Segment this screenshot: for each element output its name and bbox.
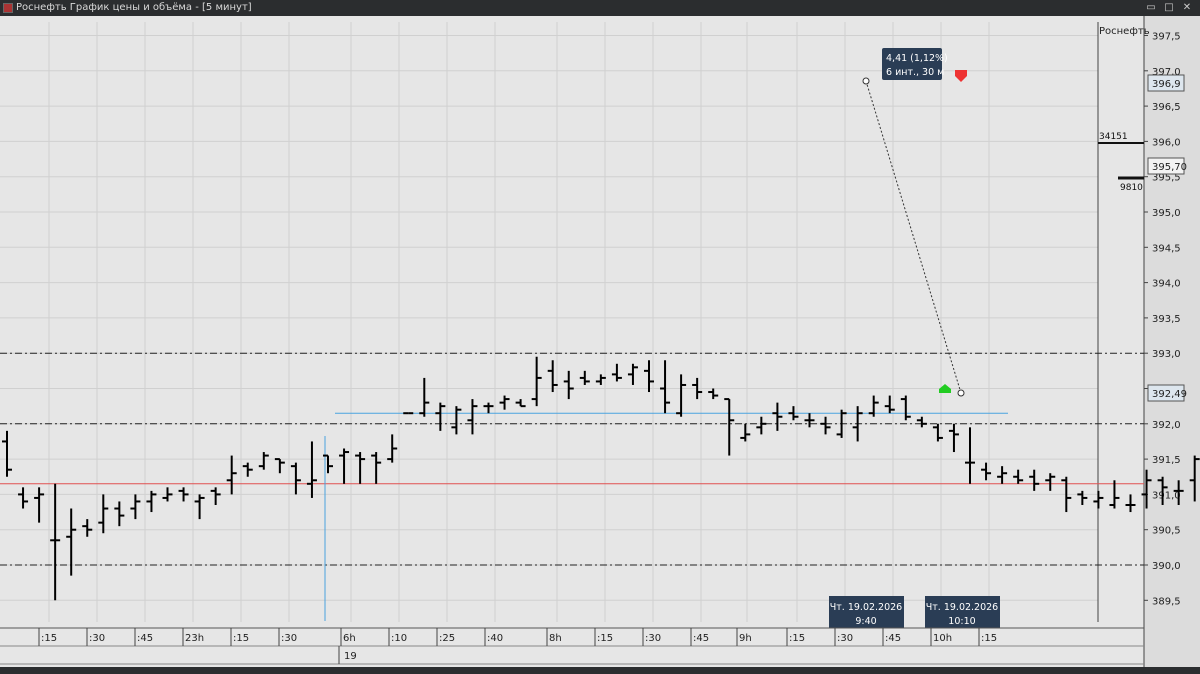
instrument-label: Роснефть — [1099, 26, 1150, 37]
y-tick-label: 395,0 — [1152, 208, 1181, 219]
window-title: Роснефть График цены и объёма - [5 минут… — [16, 2, 252, 13]
y-tick-label: 393,5 — [1152, 314, 1181, 325]
buy-marker[interactable] — [939, 384, 951, 393]
window-bottom-border — [0, 667, 1200, 674]
close-icon[interactable]: ✕ — [1182, 2, 1192, 13]
y-tick-label: 393,0 — [1152, 349, 1181, 360]
measure-change-label: 4,41 (1,12%) — [886, 53, 948, 64]
time-label-date: Чт. 19.02.2026 — [830, 602, 902, 613]
time-label-box — [829, 596, 904, 628]
time-label-time: 10:10 — [948, 616, 975, 627]
y-tick-label: 391,5 — [1152, 455, 1181, 466]
y-tick-label: 395,5 — [1152, 173, 1181, 184]
x-tick-label: :10 — [391, 633, 407, 644]
x-tick-label: 23h — [185, 633, 204, 644]
x-tick-label: :30 — [645, 633, 661, 644]
x-tick-label: :40 — [487, 633, 503, 644]
y-tick-label: 397,5 — [1152, 32, 1181, 43]
x-tick-label: :45 — [693, 633, 709, 644]
app-icon — [3, 3, 13, 13]
x-tick-label: 8h — [549, 633, 562, 644]
volume-label: 9810 — [1120, 183, 1143, 193]
y-tick-label: 394,5 — [1152, 243, 1181, 254]
measure-span-label: 6 инт., 30 м — [886, 67, 944, 78]
price-badge-label: 396,9 — [1152, 79, 1181, 90]
y-tick-label: 391,0 — [1152, 490, 1181, 501]
x-tick-label: :15 — [597, 633, 613, 644]
chart-background — [0, 16, 1200, 674]
sell-marker[interactable] — [955, 70, 967, 82]
y-tick-label: 396,0 — [1152, 137, 1181, 148]
y-tick-label: 390,5 — [1152, 526, 1181, 537]
measure-handle[interactable] — [862, 77, 870, 85]
volume-label: 34151 — [1099, 132, 1128, 142]
x-tick-label: 6h — [343, 633, 356, 644]
date-label: 19 — [344, 651, 357, 662]
price-badge-label: 395,70 — [1152, 162, 1187, 173]
right-scroll-pane[interactable] — [1144, 16, 1200, 674]
price-badge — [1147, 74, 1185, 92]
price-badge — [1147, 157, 1185, 175]
y-tick-label: 392,0 — [1152, 420, 1181, 431]
x-tick-label: 10h — [933, 633, 952, 644]
price-badge-label: 392,49 — [1152, 389, 1187, 400]
x-tick-label: :15 — [789, 633, 805, 644]
time-label-box — [925, 596, 1000, 628]
price-chart[interactable]: Роснефть 389,5 390,0 390,5 391,0 391,5 392,0 39… — [0, 16, 1200, 674]
y-tick-label: 389,5 — [1152, 596, 1181, 607]
x-tick-label: :30 — [89, 633, 105, 644]
x-tick-label: :15 — [981, 633, 997, 644]
y-tick-label: 390,0 — [1152, 561, 1181, 572]
y-tick-label: 394,0 — [1152, 279, 1181, 290]
x-tick-label: 9h — [739, 633, 752, 644]
price-badge — [1147, 384, 1185, 402]
x-tick-label: :25 — [439, 633, 455, 644]
x-tick-label: :15 — [41, 633, 57, 644]
window-titlebar[interactable]: Роснефть График цены и объёма - [5 минут… — [0, 0, 1200, 16]
x-tick-label: :15 — [233, 633, 249, 644]
measure-tooltip — [882, 48, 942, 80]
y-tick-label: 397,0 — [1152, 67, 1181, 78]
x-tick-label: :30 — [281, 633, 297, 644]
maximize-icon[interactable]: □ — [1164, 2, 1174, 13]
x-tick-label: :45 — [885, 633, 901, 644]
y-tick-label: 396,5 — [1152, 102, 1181, 113]
time-label-date: Чт. 19.02.2026 — [926, 602, 998, 613]
x-tick-label: :30 — [837, 633, 853, 644]
restore-icon[interactable]: ▭ — [1146, 2, 1156, 13]
time-label-time: 9:40 — [855, 616, 876, 627]
measure-handle[interactable] — [957, 389, 965, 397]
x-tick-label: :45 — [137, 633, 153, 644]
